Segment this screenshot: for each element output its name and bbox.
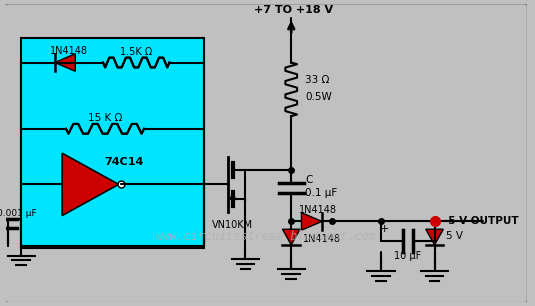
FancyBboxPatch shape (5, 3, 528, 303)
Text: 0.1 μF: 0.1 μF (305, 188, 337, 198)
Text: 0.001 μF: 0.001 μF (0, 209, 36, 218)
Text: C: C (305, 174, 312, 185)
Text: 74C14: 74C14 (104, 157, 143, 167)
Polygon shape (282, 229, 300, 245)
Text: 1N4148: 1N4148 (299, 205, 337, 215)
Polygon shape (426, 229, 444, 245)
Text: 33 Ω: 33 Ω (305, 75, 329, 85)
Text: 1N4148: 1N4148 (303, 234, 341, 244)
Bar (21, 38, 204, 248)
Text: -5 V OUTPUT: -5 V OUTPUT (444, 216, 519, 226)
Text: VN10KM: VN10KM (212, 220, 253, 230)
Polygon shape (62, 153, 119, 216)
Text: 10 μF: 10 μF (394, 251, 422, 260)
Text: +: + (380, 224, 389, 234)
Polygon shape (302, 213, 322, 230)
Text: 0.5W: 0.5W (305, 91, 332, 102)
Text: +7 TO +18 V: +7 TO +18 V (254, 5, 333, 15)
Polygon shape (55, 54, 75, 71)
Text: 15 K Ω: 15 K Ω (88, 113, 122, 123)
Text: 1N4148: 1N4148 (49, 46, 87, 56)
Text: www.circuitsstream.blogspot.com: www.circuitsstream.blogspot.com (156, 230, 376, 243)
Text: 1.5K Ω: 1.5K Ω (120, 47, 152, 57)
Text: 5 V: 5 V (446, 231, 463, 241)
